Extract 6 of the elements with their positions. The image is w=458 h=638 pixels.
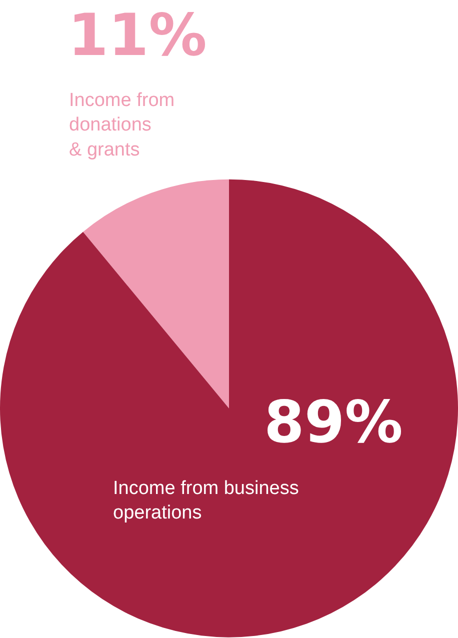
pie-slice bbox=[0, 179, 458, 638]
pie-slice bbox=[83, 179, 229, 408]
data-label: 89% bbox=[264, 388, 403, 456]
slice-label: Income from business operations bbox=[113, 478, 299, 524]
slice-label: Income from donations & grants bbox=[69, 90, 175, 160]
data-label: 11% bbox=[68, 1, 207, 69]
